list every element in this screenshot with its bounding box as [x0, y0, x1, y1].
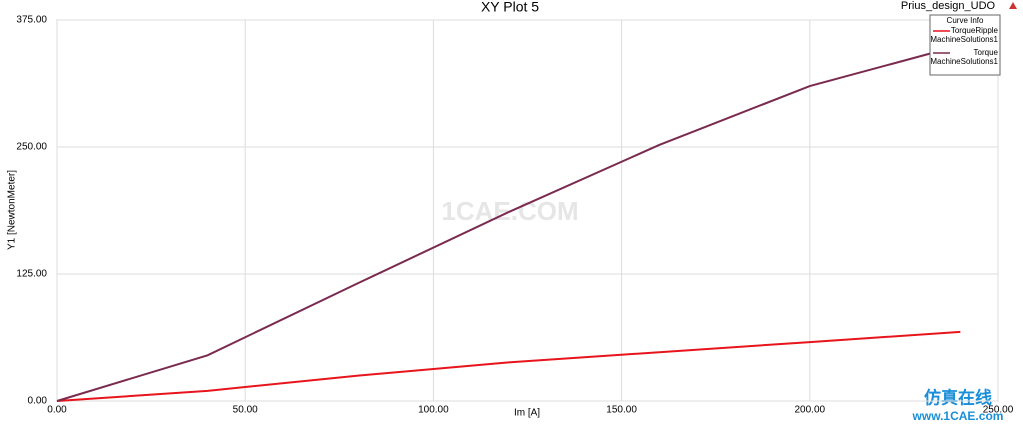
x-tick-label: 150.00	[606, 405, 637, 416]
legend-source: MachineSolutions1	[930, 57, 998, 66]
y-axis-label: Y1 [NewtonMeter]	[7, 170, 18, 250]
subtitle: Prius_design_UDO	[901, 0, 996, 12]
y-tick-label: 125.00	[16, 269, 47, 280]
y-tick-label: 0.00	[28, 396, 48, 407]
y-tick-label: 375.00	[16, 15, 47, 26]
watermark: 仿真在线	[924, 387, 992, 407]
legend-box	[929, 14, 1001, 76]
x-tick-label: 100.00	[418, 405, 449, 416]
chart-title: XY Plot 5	[481, 0, 539, 15]
legend-entry: Torque	[974, 48, 999, 57]
x-axis-label: Im [A]	[514, 408, 540, 419]
legend-title: Curve Info	[947, 16, 984, 25]
x-tick-label: 250.00	[983, 405, 1014, 416]
x-tick-label: 0.00	[47, 405, 67, 416]
series-line	[56, 330, 961, 402]
legend-source: MachineSolutions1	[930, 35, 998, 44]
series-line	[56, 44, 961, 402]
plot-area	[56, 19, 999, 402]
legend: Curve Info TorqueRippleMachineSolutions1…	[929, 14, 1001, 76]
x-tick-label: 200.00	[795, 405, 826, 416]
watermark: www.1CAE.com	[912, 409, 1004, 423]
y-tick-label: 250.00	[16, 142, 47, 153]
menu-arrow[interactable]	[1009, 2, 1017, 9]
legend-entry: TorqueRipple	[951, 26, 999, 35]
x-tick-label: 50.00	[233, 405, 258, 416]
